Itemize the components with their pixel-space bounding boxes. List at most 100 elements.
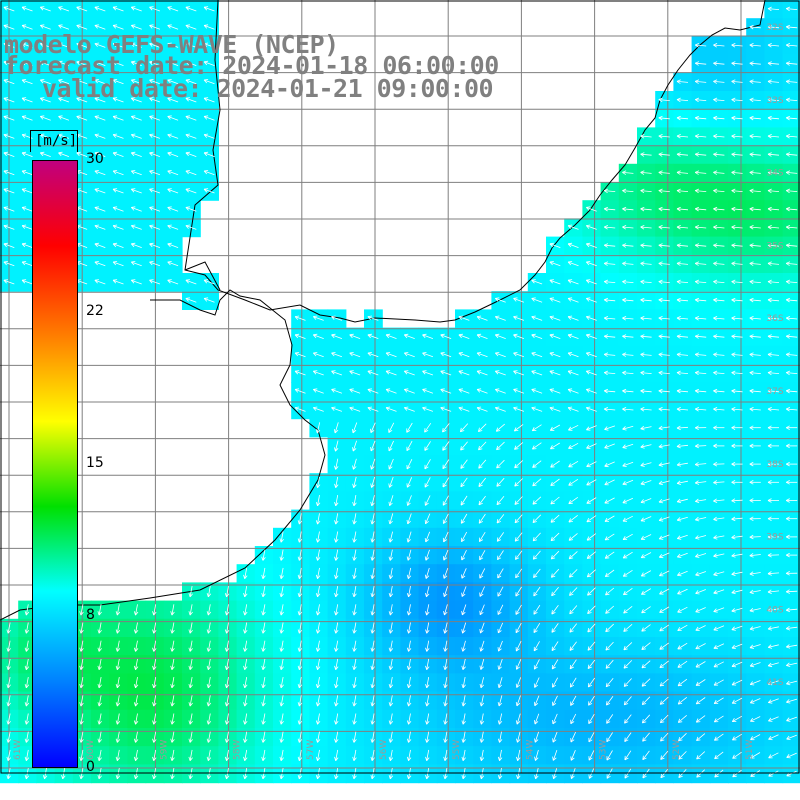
wind-arrow-head (622, 299, 627, 303)
wind-arrow-head (676, 372, 681, 376)
wind-arrow (7, 622, 11, 634)
wind-arrow (767, 244, 780, 247)
wind-arrow-head (40, 151, 45, 154)
wind-arrow-head (749, 190, 754, 194)
wind-arrow (695, 589, 706, 594)
wind-arrow-head (370, 774, 373, 780)
wind-arrow-head (531, 370, 536, 372)
wind-arrow-head (587, 646, 590, 651)
wind-arrow (749, 572, 761, 575)
wind-arrow-head (676, 517, 681, 521)
wind-arrow (642, 750, 650, 760)
wind-arrow (568, 478, 579, 486)
wind-arrow-head (203, 298, 208, 302)
wind-arrow-head (513, 315, 518, 317)
wind-arrow-head (713, 44, 718, 48)
wind-arrow (116, 731, 120, 743)
wind-arrow-head (767, 662, 772, 667)
wind-arrow-head (658, 517, 663, 521)
speed-cell (746, 728, 765, 747)
wind-arrow-head (21, 279, 26, 284)
wind-arrow (622, 244, 634, 247)
wind-arrow (676, 317, 689, 320)
wind-arrow (713, 661, 724, 668)
speed-cell (564, 491, 583, 511)
wind-arrow-head (226, 648, 230, 652)
wind-arrow-head (94, 24, 99, 26)
wind-arrow-head (406, 430, 411, 433)
wind-arrow-head (750, 772, 753, 777)
speed-cell (564, 673, 583, 693)
wind-arrow-head (604, 407, 609, 410)
wind-arrow-head (185, 133, 190, 135)
wind-arrow-head (367, 333, 372, 336)
speed-cell (491, 418, 511, 438)
wind-arrow-head (676, 117, 681, 121)
speed-cell (473, 564, 492, 583)
wind-arrow (226, 586, 229, 597)
wind-arrow (112, 261, 124, 267)
wind-arrow-head (695, 626, 699, 631)
wind-arrow-head (297, 738, 300, 743)
wind-arrow-head (786, 316, 791, 319)
wind-arrow-head (786, 516, 790, 520)
wind-arrow-head (749, 534, 754, 538)
wind-arrow-head (204, 60, 209, 63)
wind-arrow-head (767, 79, 772, 82)
wind-arrow-head (677, 572, 681, 576)
wind-arrow-head (567, 261, 572, 266)
wind-arrow-head (694, 299, 699, 303)
wind-arrow-head (404, 370, 408, 375)
wind-arrow-head (331, 370, 336, 372)
wind-arrow (203, 134, 215, 139)
wind-arrow-head (97, 665, 100, 670)
wind-arrow-head (79, 720, 82, 725)
wind-arrow-head (604, 426, 608, 430)
wind-arrow-head (749, 44, 754, 48)
wind-arrow (605, 569, 615, 577)
wind-arrow-head (642, 703, 647, 705)
wind-arrow (570, 677, 577, 688)
wind-arrow-head (514, 463, 517, 468)
wind-arrow (298, 695, 302, 707)
wind-arrow (422, 352, 434, 358)
wind-arrow-head (317, 611, 321, 616)
wind-arrow-head (458, 315, 463, 317)
wind-arrow (535, 749, 539, 761)
wind-arrow-head (261, 720, 264, 725)
wind-arrow-head (167, 116, 171, 120)
wind-arrow (149, 207, 161, 212)
wind-arrow-head (694, 317, 699, 321)
wind-arrow (226, 749, 229, 761)
wind-arrow-head (244, 775, 248, 780)
wind-arrow (517, 749, 521, 761)
wind-arrow-head (768, 717, 772, 722)
wind-arrow-head (21, 261, 26, 266)
wind-arrow-head (244, 629, 248, 634)
wind-arrow-head (262, 593, 266, 598)
wind-arrow (76, 97, 88, 103)
wind-arrow (587, 569, 596, 578)
wind-arrow-head (497, 738, 500, 743)
wind-arrow-head (676, 244, 681, 248)
wind-arrow-head (352, 448, 357, 452)
wind-arrow (495, 316, 506, 321)
wind-arrow-head (532, 466, 537, 468)
wind-arrow-head (731, 97, 736, 100)
wind-arrow-head (731, 610, 736, 613)
wind-arrow-head (171, 611, 175, 616)
wind-arrow (480, 731, 484, 743)
wind-arrow-head (406, 538, 409, 543)
wind-arrow-head (713, 316, 718, 319)
wind-arrow-head (406, 556, 409, 561)
wind-arrow-head (586, 554, 590, 559)
wind-arrow-head (640, 188, 645, 191)
wind-arrow (21, 225, 33, 230)
wind-arrow-head (94, 25, 98, 29)
wind-arrow-head (80, 666, 84, 670)
wind-arrow-head (167, 188, 171, 193)
wind-arrow (604, 190, 616, 192)
wind-arrow (658, 244, 670, 247)
wind-arrow-head (749, 388, 754, 392)
wind-arrow-head (604, 499, 608, 504)
